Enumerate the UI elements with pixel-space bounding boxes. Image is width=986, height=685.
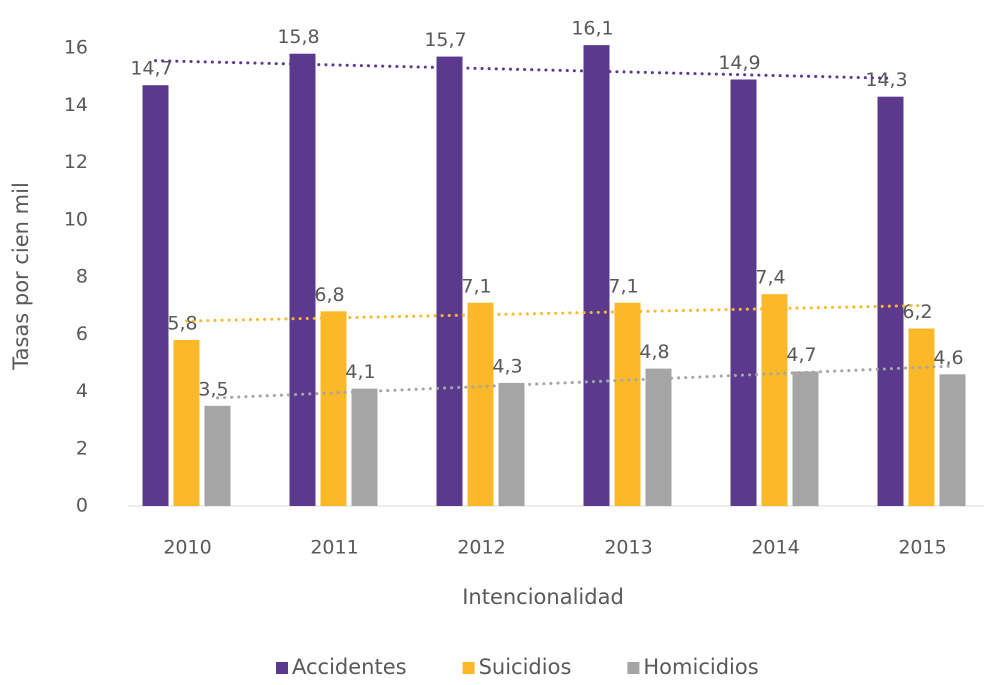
- x-tick-label: 2010: [163, 537, 211, 559]
- bar: [142, 85, 169, 507]
- legend-label: Homicidios: [643, 655, 758, 679]
- data-label: 5,8: [167, 312, 197, 334]
- data-label: 7,1: [608, 275, 638, 297]
- bar: [583, 45, 610, 506]
- data-label: 6,8: [314, 284, 344, 306]
- y-axis-title: Tasas por cien mil: [9, 182, 33, 371]
- data-label: 15,8: [277, 26, 319, 48]
- y-tick-label: 10: [64, 208, 88, 230]
- y-tick-label: 4: [76, 380, 88, 402]
- bar: [204, 405, 231, 506]
- bar: [436, 56, 463, 507]
- data-label: 7,1: [461, 275, 491, 297]
- bar: [289, 53, 316, 506]
- bar: [320, 311, 347, 506]
- x-tick-label: 2014: [751, 537, 799, 559]
- trendline: [154, 59, 892, 80]
- trendline: [216, 364, 954, 400]
- data-label: 14,3: [865, 69, 907, 91]
- bar: [498, 382, 525, 506]
- data-label: 4,1: [345, 361, 375, 383]
- x-axis-title: Intencionalidad: [462, 585, 624, 609]
- y-tick-label: 8: [76, 266, 88, 288]
- data-label: 14,7: [130, 58, 172, 80]
- legend-swatch: [462, 662, 475, 674]
- bar: [730, 79, 757, 507]
- y-tick-label: 12: [64, 151, 88, 173]
- bar: [645, 368, 672, 506]
- x-tick-label: 2012: [457, 537, 505, 559]
- y-tick-label: 14: [64, 94, 88, 116]
- bar: [614, 302, 641, 506]
- bar: [939, 374, 966, 506]
- data-label: 4,8: [639, 341, 669, 363]
- legend-swatch: [276, 662, 288, 674]
- legend-label: Accidentes: [292, 655, 407, 679]
- x-tick-label: 2015: [898, 537, 946, 559]
- data-label: 4,3: [492, 355, 522, 377]
- bar: [351, 388, 378, 506]
- y-tick-label: 0: [76, 495, 88, 517]
- data-label: 4,7: [786, 344, 816, 366]
- bar: [792, 371, 819, 506]
- data-label: 16,1: [571, 18, 613, 40]
- x-tick-label: 2011: [310, 537, 358, 559]
- bar: [877, 96, 904, 506]
- bar: [173, 339, 200, 506]
- data-label: 7,4: [755, 267, 785, 289]
- bar: [761, 294, 788, 506]
- legend-swatch: [627, 662, 640, 674]
- y-tick-label: 16: [64, 37, 88, 59]
- data-label: 3,5: [198, 378, 228, 400]
- y-tick-label: 6: [76, 323, 88, 345]
- bar: [467, 302, 494, 506]
- legend-label: Suicidios: [479, 655, 572, 679]
- data-label: 4,6: [933, 347, 963, 369]
- data-label: 14,9: [718, 52, 760, 74]
- data-label: 15,7: [424, 29, 466, 51]
- y-tick-label: 2: [76, 437, 88, 459]
- bar: [908, 328, 935, 506]
- x-tick-label: 2013: [604, 537, 652, 559]
